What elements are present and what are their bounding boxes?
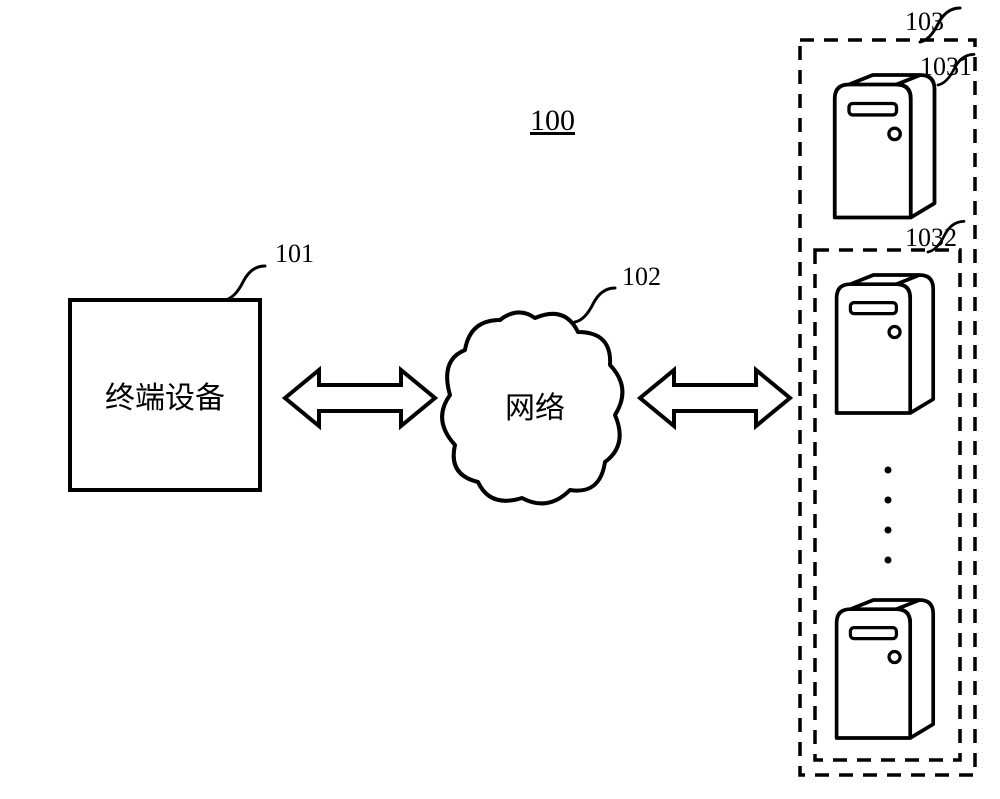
terminal-ref: 101 bbox=[275, 239, 314, 268]
server-group-ref: 103 bbox=[905, 7, 944, 36]
network-label: 网络 bbox=[505, 392, 565, 425]
terminal-label: 终端设备 bbox=[105, 382, 225, 415]
primary-server bbox=[835, 75, 935, 218]
network-cloud: 网络 102 bbox=[442, 262, 661, 503]
network-ref: 102 bbox=[622, 262, 661, 291]
arrow-network-servers bbox=[640, 370, 790, 426]
arrow-terminal-network bbox=[285, 370, 435, 426]
cluster-server-n bbox=[837, 600, 934, 738]
terminal-device: 终端设备 101 bbox=[70, 239, 314, 490]
primary-server-ref: 1031 bbox=[920, 52, 972, 81]
ellipsis bbox=[885, 467, 892, 564]
cluster-server-1 bbox=[837, 275, 934, 413]
figure-ref: 100 bbox=[530, 104, 575, 137]
cluster-ref: 1032 bbox=[905, 223, 957, 252]
server-group: 103 1031 1032 bbox=[800, 7, 975, 775]
network-diagram: 100 终端设备 101 网络 102 103 1031 bbox=[0, 0, 1000, 799]
